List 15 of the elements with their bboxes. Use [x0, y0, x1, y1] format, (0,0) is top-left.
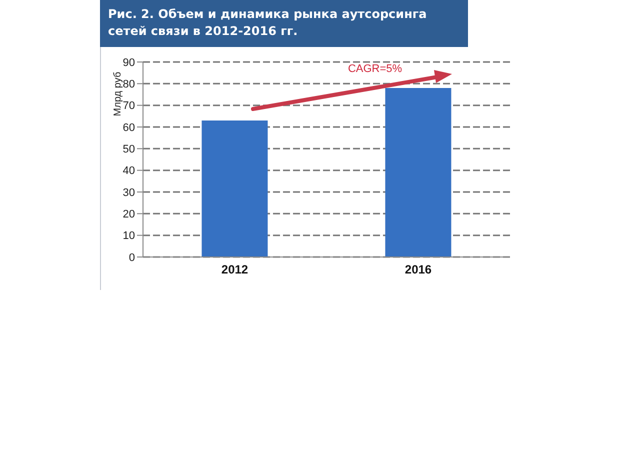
x-tick-label: 2016 — [404, 262, 432, 277]
y-tick-label: 20 — [122, 208, 135, 221]
y-tick-label: 70 — [122, 100, 135, 112]
y-tick-label: 30 — [122, 186, 135, 199]
y-tick-label: 60 — [122, 122, 135, 134]
chart-title: Рис. 2. Объем и динамика рынка аутсорсинга сетей связи в 2012-2016 гг. — [100, 0, 468, 47]
y-tick-label: 80 — [122, 78, 135, 91]
y-tick-label: 10 — [122, 230, 135, 242]
x-tick-label: 2012 — [221, 262, 248, 277]
annotation: CAGR=5% — [346, 63, 404, 75]
y-tick-label: 0 — [128, 252, 135, 264]
y-tick-label: 90 — [122, 56, 135, 69]
y-tick-label: 40 — [122, 165, 135, 178]
y-tick-label: 50 — [122, 144, 135, 156]
y-axis-title: Млрд руб — [112, 72, 124, 116]
